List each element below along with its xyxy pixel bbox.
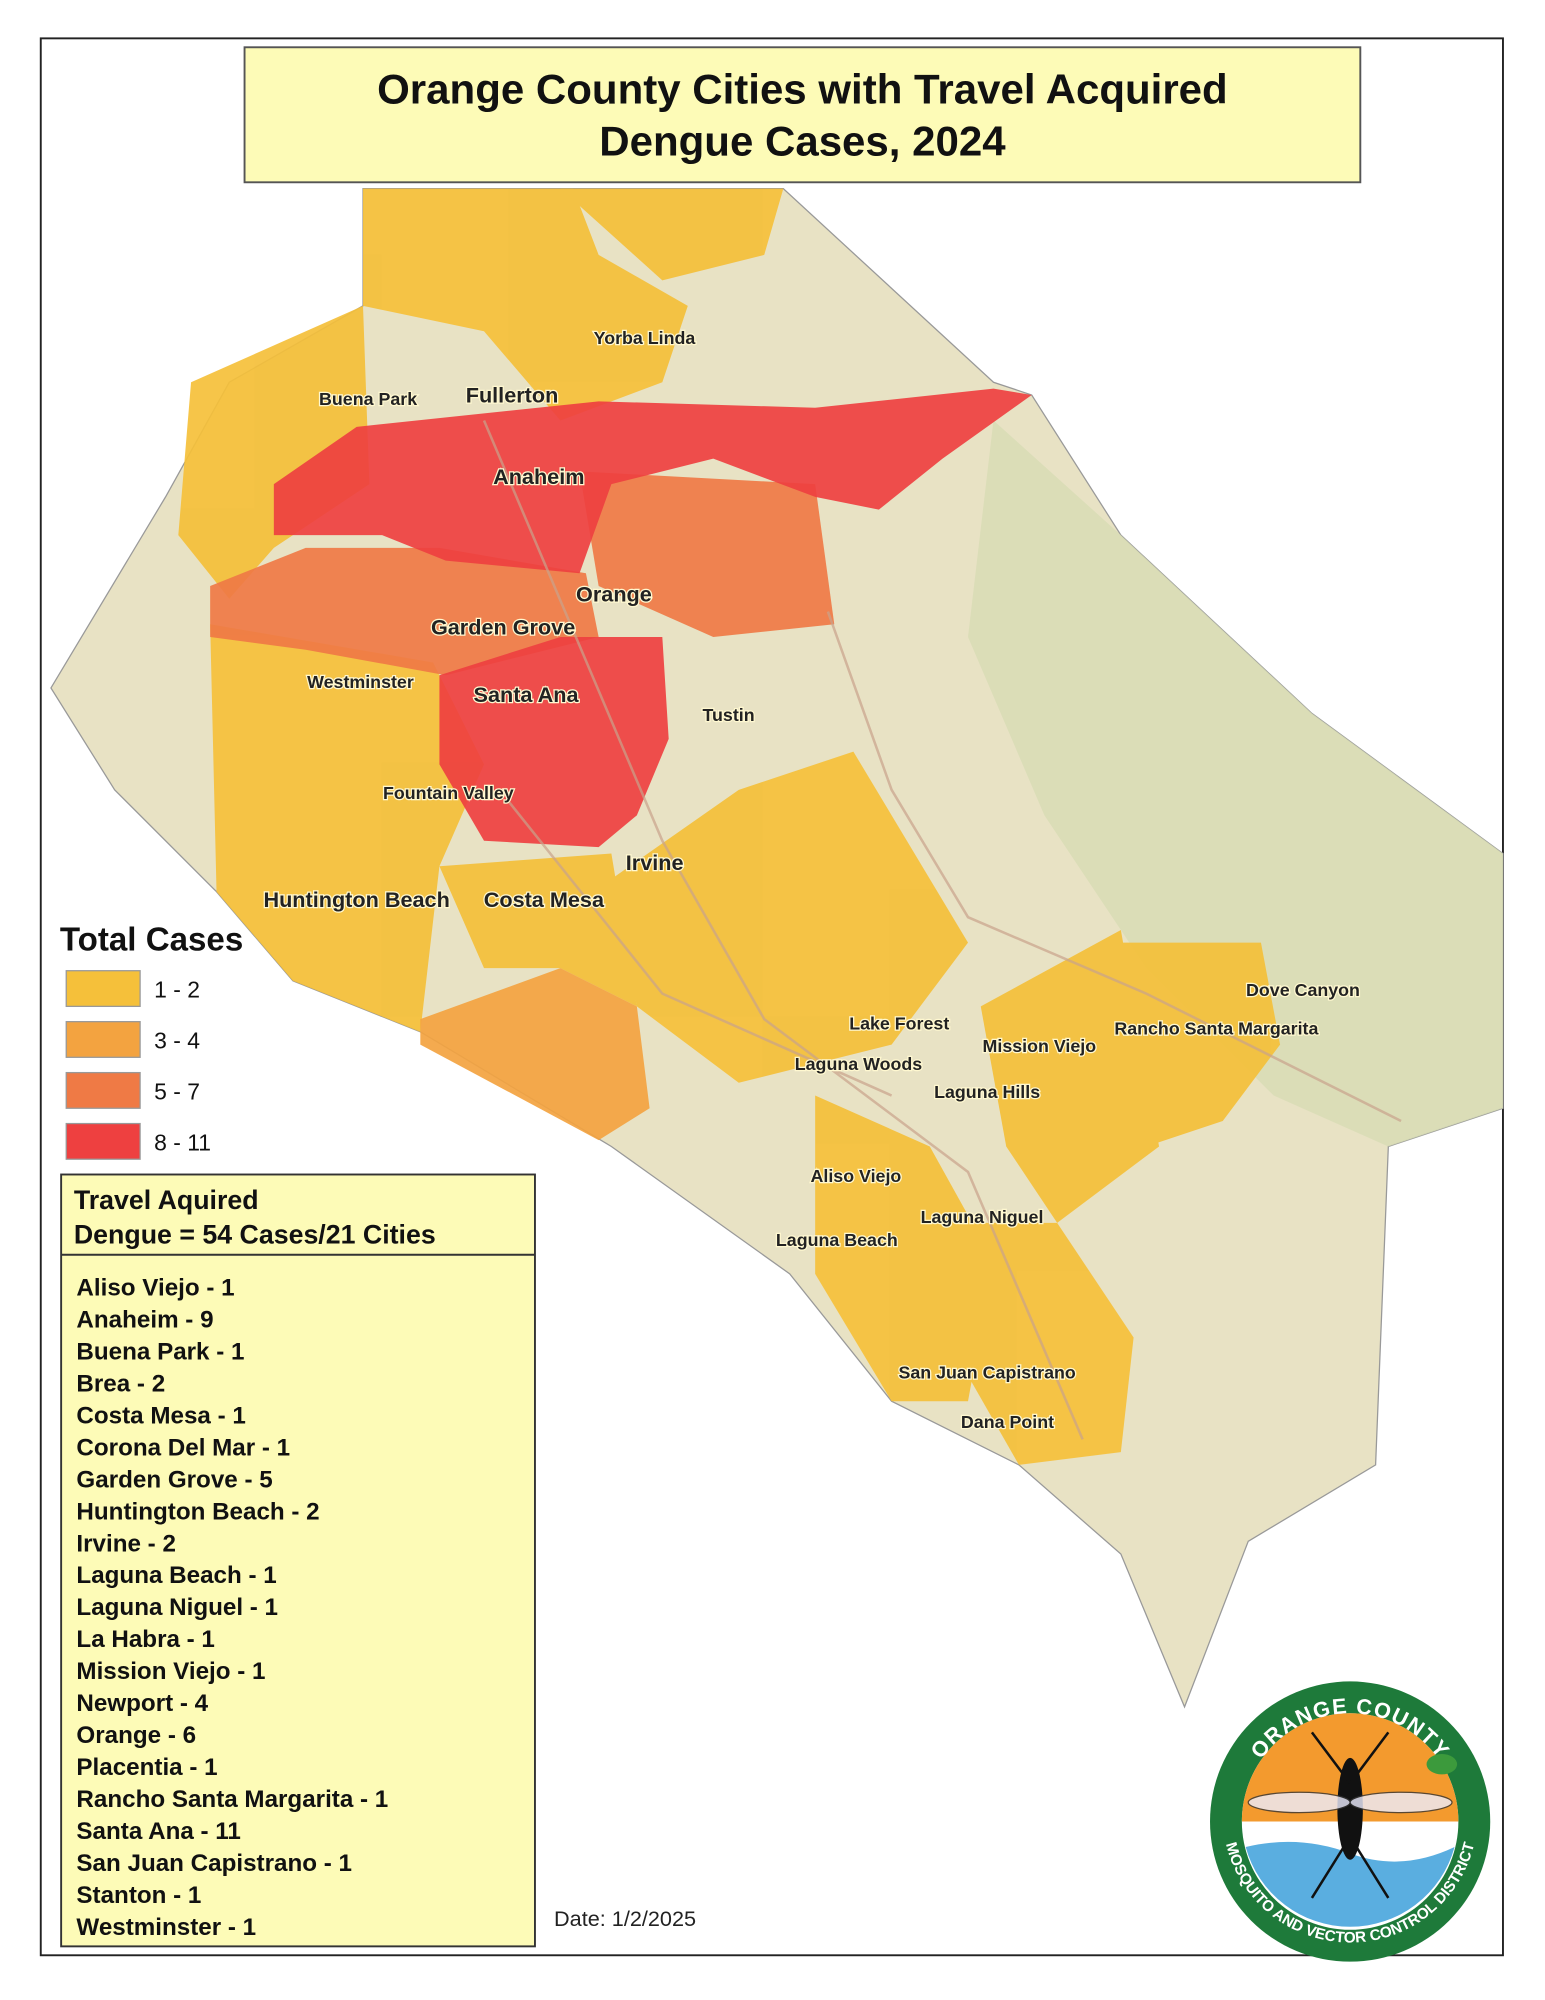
summary-line: Travel Aquired — [74, 1185, 259, 1215]
city-entry: Laguna Beach - 1 — [76, 1562, 276, 1589]
place-label: Dana Point — [961, 1412, 1054, 1432]
place-label: Laguna Beach — [776, 1230, 898, 1250]
place-label: Laguna Woods — [795, 1054, 923, 1074]
anaheim — [273, 388, 1032, 574]
logo: ORANGE COUNTY MOSQUITO AND VECTOR CONTRO… — [1210, 1681, 1491, 1962]
place-label: Westminster — [307, 672, 414, 692]
city-entry: Laguna Niguel - 1 — [76, 1594, 278, 1621]
legend-label: 8 - 11 — [154, 1129, 211, 1155]
place-label: Santa Ana — [474, 682, 580, 707]
legend: 1 - 2 3 - 4 5 - 7 8 - 11 — [65, 970, 211, 1160]
place-label: Orange — [576, 581, 652, 606]
garden-grove — [210, 547, 599, 676]
title-line: Dengue Cases, 2024 — [599, 118, 1006, 165]
legend-label: 1 - 2 — [154, 976, 200, 1002]
place-label: Irvine — [626, 850, 684, 875]
newport — [420, 968, 650, 1141]
roads — [482, 419, 1402, 1440]
city-entry: Garden Grove - 5 — [76, 1466, 272, 1493]
city-entry: Buena Park - 1 — [76, 1338, 244, 1365]
legend-swatch — [65, 1021, 141, 1058]
legend-title: Total Cases — [60, 921, 243, 958]
legend-swatch — [65, 1122, 141, 1160]
city-entry: Brea - 2 — [76, 1370, 165, 1397]
place-label: Lake Forest — [849, 1013, 949, 1033]
city-entry: Costa Mesa - 1 — [76, 1402, 245, 1429]
place-label: Huntington Beach — [263, 887, 449, 912]
cities-box — [60, 1173, 536, 1948]
city-entry: Mission Viejo - 1 — [76, 1658, 265, 1685]
date: Date: 1/2/2025 — [554, 1906, 696, 1931]
city-entry: Stanton - 1 — [76, 1882, 201, 1909]
city-entry: Rancho Santa Margarita - 1 — [76, 1786, 388, 1813]
summary-line: Dengue = 54 Cases/21 Cities — [74, 1219, 436, 1249]
city-entry: San Juan Capistrano - 1 — [76, 1850, 352, 1877]
place-label: Mission Viejo — [983, 1036, 1097, 1056]
legend-swatch — [65, 970, 141, 1008]
city-entry: Placentia - 1 — [76, 1754, 217, 1781]
city-entry: Corona Del Mar - 1 — [76, 1434, 290, 1461]
place-label: Yorba Linda — [594, 328, 697, 348]
city-entry: Aliso Viejo - 1 — [76, 1274, 234, 1301]
hills — [968, 420, 1503, 1147]
place-label: Dove Canyon — [1246, 980, 1360, 1000]
city-entry: Orange - 6 — [76, 1722, 196, 1749]
city-entry: Westminster - 1 — [76, 1914, 256, 1941]
class-1-2 — [178, 188, 1281, 1465]
place-label: Fullerton — [466, 383, 559, 408]
place-label: Laguna Niguel — [921, 1207, 1044, 1227]
santa-ana — [439, 636, 669, 848]
place-label: Costa Mesa — [484, 887, 605, 912]
place-label: Tustin — [702, 705, 754, 725]
city-entry: La Habra - 1 — [76, 1626, 214, 1653]
city-entry: Irvine - 2 — [76, 1530, 175, 1557]
city-entry: Newport - 4 — [76, 1690, 208, 1717]
place-label: Aliso Viejo — [811, 1166, 902, 1186]
place-label: San Juan Capistrano — [898, 1362, 1075, 1382]
place-label: Buena Park — [319, 389, 417, 409]
place-label: Fountain Valley — [383, 783, 514, 803]
title-line: Orange County Cities with Travel Acquire… — [377, 65, 1228, 112]
orange-city — [579, 471, 835, 637]
place-label: Garden Grove — [431, 614, 575, 639]
legend-swatch — [65, 1071, 141, 1109]
city-entry: Huntington Beach - 2 — [76, 1498, 319, 1525]
place-label: Anaheim — [493, 464, 584, 489]
place-label: Rancho Santa Margarita — [1114, 1018, 1319, 1038]
title-box — [243, 46, 1362, 184]
place-label: Laguna Hills — [934, 1082, 1040, 1102]
city-list: Aliso Viejo - 1 Anaheim - 9 Buena Park - 1… — [76, 1274, 388, 1940]
city-entry: Anaheim - 9 — [76, 1306, 213, 1333]
legend-label: 5 - 7 — [154, 1078, 200, 1104]
legend-label: 3 - 4 — [154, 1027, 200, 1053]
city-entry: Santa Ana - 11 — [76, 1818, 240, 1845]
